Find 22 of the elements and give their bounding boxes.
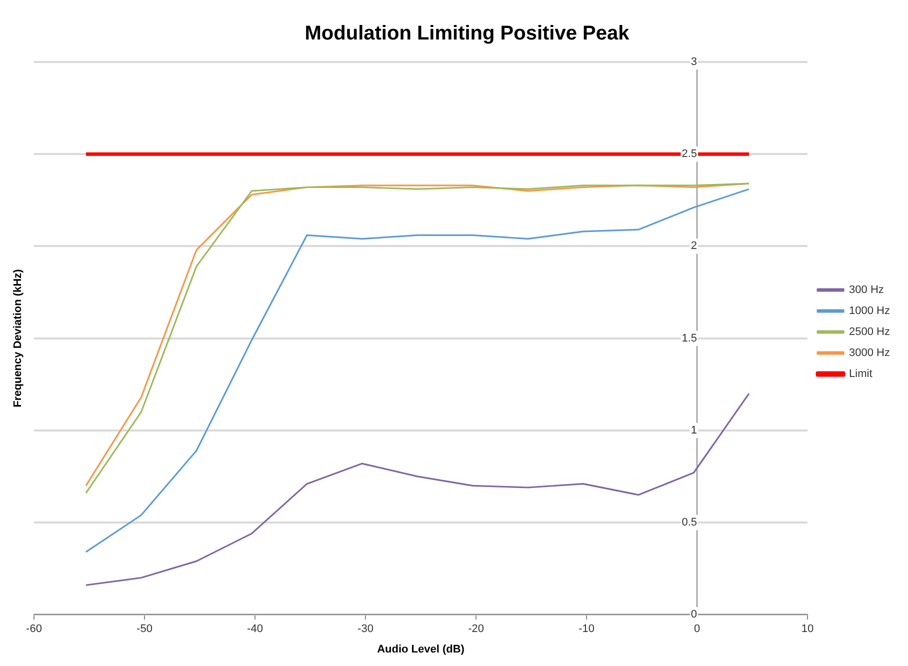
y-tick-label: 2.5	[682, 148, 698, 160]
y-tick-label: 1.5	[682, 332, 698, 344]
x-tick-label: -30	[358, 623, 374, 636]
x-tick-label: -50	[136, 623, 152, 636]
x-tick-label: -20	[468, 623, 484, 636]
y-tick-label: 1	[690, 424, 698, 436]
y-tick-label: 0.5	[682, 516, 698, 529]
legend-label: 300 Hz	[849, 284, 884, 296]
x-axis-title: Audio Level (dB)	[377, 643, 465, 656]
y-tick-label: 0	[690, 608, 698, 621]
legend-label: 3000 Hz	[849, 347, 890, 360]
y-axis-title: Frequency Deviation (kHz)	[12, 268, 24, 408]
legend-label: 1000 Hz	[849, 305, 890, 318]
x-tick-label: -40	[247, 623, 263, 636]
chart-title: Modulation Limiting Positive Peak	[304, 22, 630, 45]
y-tick-label: 3	[690, 56, 698, 68]
x-tick-label: 10	[801, 623, 814, 636]
x-tick-label: -60	[26, 623, 42, 636]
y-tick-label: 2	[690, 240, 698, 252]
legend-label: Limit	[849, 368, 872, 380]
x-tick-label: -10	[578, 623, 594, 636]
legend-label: 2500 Hz	[849, 326, 890, 338]
